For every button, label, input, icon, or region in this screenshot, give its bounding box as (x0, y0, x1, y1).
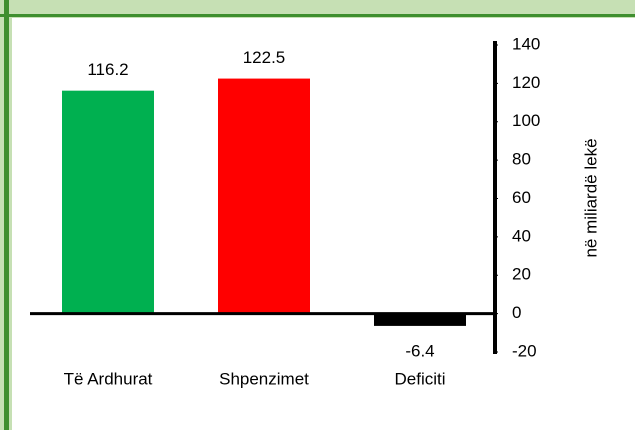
bar (374, 313, 466, 326)
value-label: -6.4 (405, 341, 434, 360)
y-tick-label: 120 (512, 73, 540, 92)
x-tick-label: Të Ardhurat (64, 369, 153, 388)
x-tick-label: Shpenzimet (219, 369, 309, 388)
x-tick-label: Deficiti (394, 369, 445, 388)
y-tick-label: 20 (512, 265, 531, 284)
y-tick-label: 100 (512, 111, 540, 130)
y-tick-label: 60 (512, 188, 531, 207)
frame-top-edge (0, 14, 635, 17)
y-tick-label: 0 (512, 303, 521, 322)
bar (218, 78, 310, 314)
frame-left-edge (4, 0, 9, 430)
value-label: 122.5 (243, 48, 286, 67)
value-label: 116.2 (87, 60, 128, 79)
bar (62, 90, 154, 314)
y-axis-label: në miliardë lekë (581, 138, 600, 257)
y-tick-label: 140 (512, 34, 540, 53)
frame-top (0, 0, 635, 18)
y-tick-label: -20 (512, 341, 537, 360)
y-tick-label: 80 (512, 150, 531, 169)
y-tick-label: 40 (512, 226, 531, 245)
